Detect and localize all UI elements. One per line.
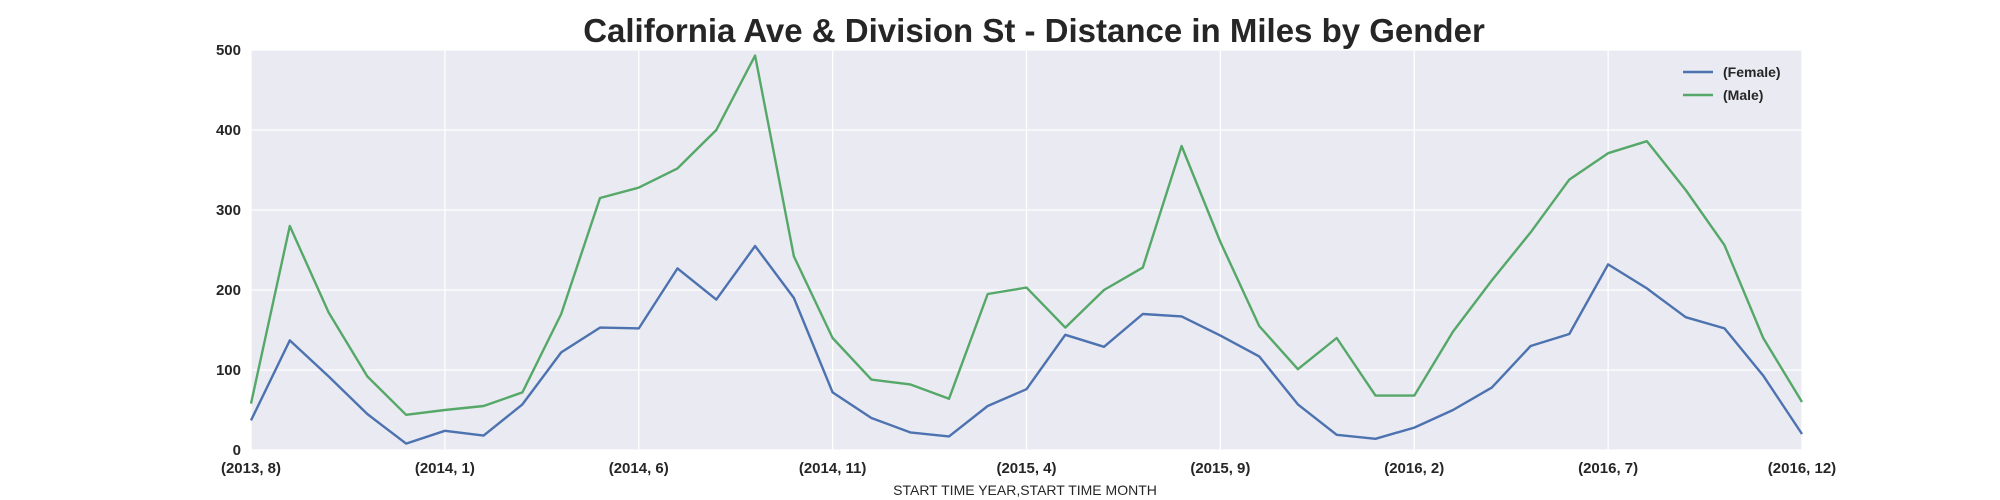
series-lines (249, 54, 1804, 445)
x-tick-label: (2015, 4) (996, 460, 1056, 477)
x-tick-label: (2013, 8) (221, 460, 281, 477)
x-tick-label: (2014, 1) (415, 460, 475, 477)
y-tick-label: 500 (216, 42, 241, 59)
x-tick-label: (2016, 2) (1384, 460, 1444, 477)
y-tick-label: 300 (216, 202, 241, 219)
x-tick-label: (2014, 6) (609, 460, 669, 477)
y-tick-label: 400 (216, 122, 241, 139)
y-tick-label: 0 (233, 442, 241, 459)
y-axis-ticks: 0 100 200 300 400 500 (216, 42, 241, 459)
legend-label: (Male) (1723, 87, 1763, 103)
legend-label: (Female) (1723, 64, 1781, 80)
legend: (Female) (Male) (1683, 64, 1781, 103)
y-tick-label: 100 (216, 362, 241, 379)
x-tick-label: (2015, 9) (1190, 460, 1250, 477)
x-axis-label: START TIME YEAR,START TIME MONTH (893, 482, 1157, 498)
chart-title: California Ave & Division St - Distance … (583, 12, 1485, 49)
series-line (249, 244, 1803, 445)
series-line (249, 54, 1804, 416)
gridlines (250, 49, 1803, 451)
x-tick-label: (2016, 7) (1578, 460, 1638, 477)
y-tick-label: 200 (216, 282, 241, 299)
x-tick-label: (2014, 11) (799, 460, 867, 477)
x-axis-ticks: (2013, 8) (2014, 1) (2014, 6) (2014, 11) (20… (221, 460, 1836, 477)
x-tick-label: (2016, 12) (1768, 460, 1836, 477)
